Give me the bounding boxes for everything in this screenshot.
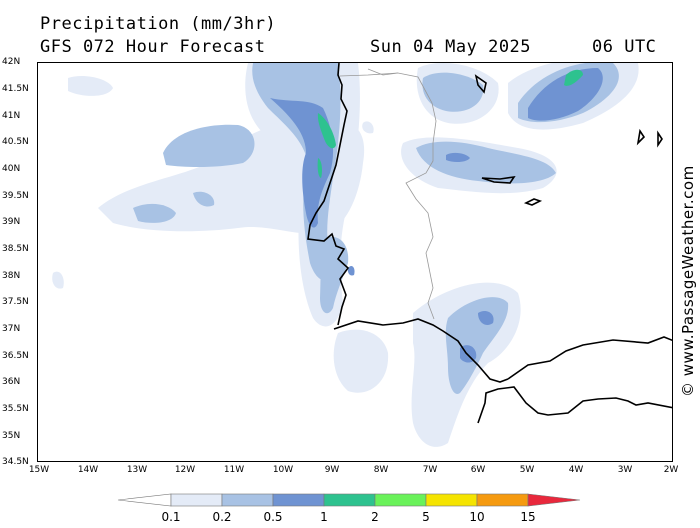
legend-swatch [323,493,376,507]
legend-label: 15 [520,510,535,524]
lon-label: 12W [174,465,196,475]
coastline [307,63,672,424]
legend-swatch-below-0-1 [117,493,172,507]
legend-swatch [374,493,427,507]
legend-label: 0.5 [263,510,282,524]
lon-label: 13W [126,465,148,475]
legend-label: 0.1 [161,510,180,524]
forecast-date: Sun 04 May 2025 [370,37,532,57]
lon-label: 5W [519,465,535,475]
lon-label: 3W [617,465,633,475]
lon-label: 2W [663,465,679,475]
lat-label: 34.5N [2,457,29,467]
legend-swatch [221,493,274,507]
lat-label: 39N [2,217,21,227]
precip-legend: 0.1 0.2 0.5 1 2 5 10 15 [116,492,586,524]
legend-label: 2 [371,510,379,524]
lon-label: 4W [568,465,584,475]
lon-label: 6W [470,465,486,475]
precip-band-1 [317,69,583,178]
lat-label: 38.5N [2,244,29,254]
lat-label: 37.5N [2,297,29,307]
map-canvas [52,63,672,447]
lat-label: 38N [2,271,21,281]
credit-text: © www.PassageWeather.com [679,165,697,397]
legend-swatch [476,493,529,507]
legend-swatch [272,493,325,507]
lat-label: 37N [2,324,21,334]
lon-label: 7W [422,465,438,475]
legend-swatch [425,493,478,507]
lat-label: 35.5N [2,404,29,414]
precip-band-0-5 [270,68,603,363]
legend-label: 10 [469,510,484,524]
lat-label: 40N [2,164,21,174]
lat-label: 40.5N [2,137,29,147]
lat-label: 42N [2,57,21,67]
site-credit: © www.PassageWeather.com [676,62,700,462]
lon-label: 10W [272,465,294,475]
legend-label: 1 [320,510,328,524]
legend-swatch [170,493,223,507]
lat-label: 41.5N [2,84,29,94]
lon-label: 14W [77,465,99,475]
forecast-time: 06 UTC [592,37,657,57]
lon-label: 15W [28,465,50,475]
lon-label: 11W [223,465,245,475]
lat-label: 35N [2,431,21,441]
legend-label: 5 [422,510,430,524]
lat-label: 39.5N [2,191,29,201]
lat-label: 36.5N [2,351,29,361]
lat-label: 41N [2,111,21,121]
precipitation-map [37,62,673,462]
chart-title: Precipitation (mm/3hr) [40,14,277,34]
legend-label: 0.2 [212,510,231,524]
lon-label: 8W [373,465,389,475]
lat-label: 36N [2,377,21,387]
lon-label: 9W [324,465,340,475]
forecast-subtitle: GFS 072 Hour Forecast [40,37,266,57]
country-border [339,68,437,320]
legend-swatch-above-15 [527,493,581,507]
